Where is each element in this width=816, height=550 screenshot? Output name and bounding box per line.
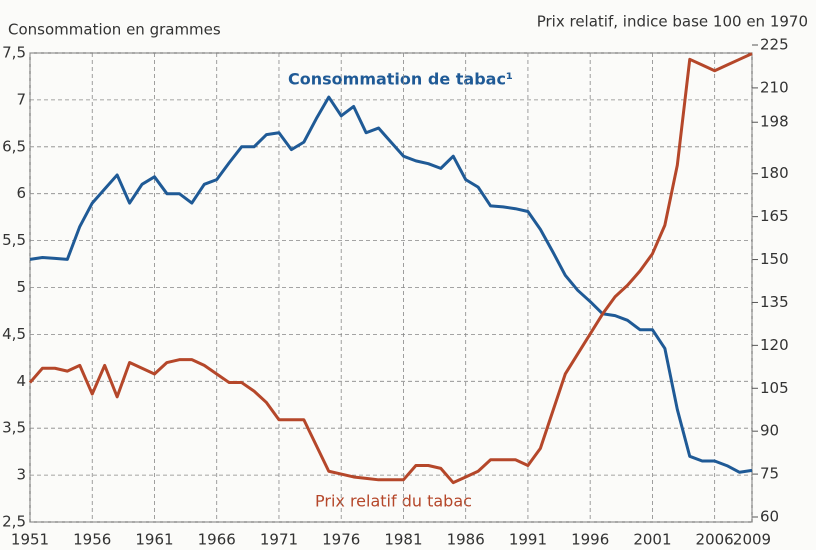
y2-tick-label: 60 [760, 508, 779, 526]
y-tick-label: 3 [16, 466, 26, 484]
x-tick-label: 1961 [135, 531, 173, 549]
x-tick-label: 1956 [73, 531, 111, 549]
y2-tick-label: 165 [760, 207, 789, 225]
y-tick-label: 5,5 [2, 231, 26, 249]
x-tick-label: 1981 [384, 531, 422, 549]
y2-tick-label: 90 [760, 422, 779, 440]
annotation: Consommation de tabac¹ [288, 70, 513, 89]
y2-tick-label: 180 [760, 164, 789, 182]
y-tick-label: 7,5 [2, 44, 26, 62]
y-tick-label: 5 [16, 278, 26, 296]
x-tick-label: 1951 [11, 531, 49, 549]
y-tick-label: 6 [16, 184, 26, 202]
y-tick-label: 3,5 [2, 419, 26, 437]
y-tick-label: 6,5 [2, 137, 26, 155]
y2-tick-label: 150 [760, 250, 789, 268]
y-tick-label: 4,5 [2, 325, 26, 343]
annotation: Prix relatif du tabac [315, 492, 472, 511]
x-tick-label: 1996 [571, 531, 609, 549]
x-tick-label: 2006 [696, 531, 734, 549]
x-tick-label: 1986 [447, 531, 485, 549]
y-axis-title: Consommation en grammes [8, 21, 221, 39]
y2-tick-label: 105 [760, 379, 789, 397]
y2-tick-label: 135 [760, 293, 789, 311]
x-tick-label: 1976 [322, 531, 360, 549]
y2-tick-label: 120 [760, 336, 789, 354]
y2-tick-label: 210 [760, 78, 789, 96]
x-tick-label: 1971 [260, 531, 298, 549]
y-tick-label: 7 [16, 90, 26, 108]
data-line [28, 52, 753, 485]
y2-tick-label: 225 [760, 36, 789, 54]
y2-tick-label: 198 [760, 113, 789, 131]
x-tick-label: 1991 [509, 531, 547, 549]
x-tick-label: 2009 [733, 531, 771, 549]
y2-tick-label: 75 [760, 465, 779, 483]
y-tick-label: 2,5 [2, 513, 26, 531]
data-line [29, 95, 753, 474]
x-tick-label: 1966 [198, 531, 236, 549]
y-tick-label: 4 [16, 372, 26, 390]
x-tick-label: 2001 [633, 531, 671, 549]
y2-axis-title: Prix relatif, indice base 100 en 1970 [537, 13, 808, 31]
